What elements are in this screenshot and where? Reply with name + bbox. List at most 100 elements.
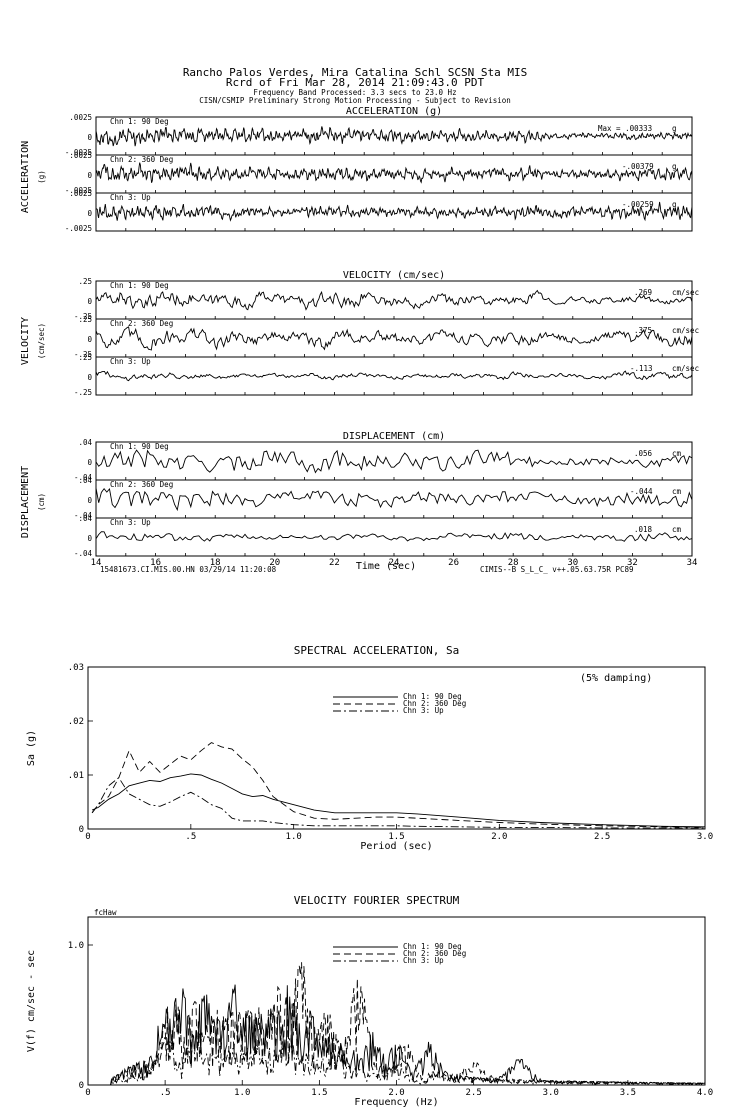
peak-unit: cm <box>672 487 682 496</box>
ytick-label: .03 <box>68 663 84 673</box>
panel-title: DISPLACEMENT (cm) <box>343 431 445 442</box>
xaxis-label: Time (sec) <box>356 561 416 572</box>
channel-label: Chn 2: 360 Deg <box>110 155 173 164</box>
xtick-label: 34 <box>687 558 698 568</box>
peak-value: Max = .00333 <box>598 124 652 133</box>
chart-title: VELOCITY FOURIER SPECTRUM <box>294 894 460 907</box>
ytick-label: .0025 <box>69 151 92 160</box>
ytick-label: .0025 <box>69 189 92 198</box>
footer-record-id: 15481673.CI.MIS.00.HN 03/29/14 11:20:08 <box>100 565 277 574</box>
corner-label: fcHaw <box>94 908 117 917</box>
ytick-label: .01 <box>68 771 84 781</box>
xtick-label: 22 <box>329 558 340 568</box>
ytick-label: 1.0 <box>68 941 84 951</box>
ytick-label: -.0025 <box>65 186 92 195</box>
channel-label: Chn 2: 360 Deg <box>110 480 173 489</box>
xtick-label: 32 <box>627 558 638 568</box>
xtick-label: 30 <box>567 558 578 568</box>
ytick-label: .0025 <box>69 113 92 122</box>
spectral-acceleration-panel: SPECTRAL ACCELERATION, Sa 0 .5 1.0 1.5 2.0 2.5… <box>26 644 713 852</box>
peak-unit: cm <box>672 525 682 534</box>
ytick-label: -.0025 <box>65 148 92 157</box>
channel-label: Chn 2: 360 Deg <box>110 319 173 328</box>
ytick-label: .25 <box>78 315 92 324</box>
panel-yunit: (cm) <box>37 493 46 511</box>
xtick-label: .5 <box>160 1088 171 1098</box>
waveform-trace <box>95 326 693 351</box>
waveform-trace <box>95 449 693 474</box>
panel-title: ACCELERATION (g) <box>346 106 442 117</box>
sa-series-line <box>91 773 706 828</box>
xtick-label: 16 <box>150 558 161 568</box>
xtick-label: 2.0 <box>388 1088 404 1098</box>
footer-processing-id: CIMIS--B S_L_C_ v++.05.63.75R PC89 <box>480 565 634 574</box>
peak-unit: cm <box>672 449 682 458</box>
ytick-label: -.04 <box>74 511 93 520</box>
ytick-label: 0 <box>87 534 92 543</box>
xtick-label: 14 <box>91 558 102 568</box>
ytick-label: -.25 <box>74 350 92 359</box>
yaxis-label: V(f) cm/sec - sec <box>26 950 37 1052</box>
xtick-label: 28 <box>508 558 519 568</box>
ytick-label: 0 <box>87 335 92 344</box>
ytick-label: -.25 <box>74 388 92 397</box>
ytick-label: 0 <box>79 1081 84 1091</box>
ytick-label: 0 <box>87 373 92 382</box>
peak-value: -.00259 <box>622 200 654 209</box>
ytick-label: -.04 <box>74 549 93 558</box>
ytick-label: 0 <box>87 458 92 467</box>
fourier-series-line <box>88 962 706 1086</box>
xtick-label: 1.0 <box>234 1088 250 1098</box>
ytick-label: 0 <box>87 297 92 306</box>
legend-label: Chn 2: 360 Deg <box>403 949 466 958</box>
chart-title: SPECTRAL ACCELERATION, Sa <box>294 644 460 657</box>
waveform-trace <box>95 531 693 542</box>
time-series-panels: ACCELERATION (g) ACCELERATION (g) Chn 1: 90… <box>20 106 699 572</box>
xtick-label: 2.0 <box>491 832 507 842</box>
station-title: Rancho Palos Verdes, Mira Catalina Schl … <box>183 66 527 79</box>
panel-0: ACCELERATION (g) ACCELERATION (g) Chn 1: 90… <box>20 106 693 233</box>
xaxis-label: Frequency (Hz) <box>354 1097 438 1108</box>
xaxis-label: Period (sec) <box>360 841 432 852</box>
panel-1: VELOCITY (cm/sec) VELOCITY (cm/sec) Chn 1: … <box>20 270 699 397</box>
waveform-trace <box>95 289 693 311</box>
xtick-label: 1.5 <box>311 1088 327 1098</box>
waveform-trace <box>95 162 693 184</box>
ytick-label: .02 <box>68 717 84 727</box>
peak-value: -.113 <box>630 364 653 373</box>
damping-note: (5% damping) <box>580 673 652 684</box>
panel-2: DISPLACEMENT (cm) DISPLACEMENT (cm) Chn 1: … <box>20 431 697 572</box>
sa-series-line <box>91 777 705 829</box>
peak-unit: g <box>672 200 677 209</box>
peak-value: .018 <box>634 525 653 534</box>
xtick-label: 4.0 <box>697 1088 713 1098</box>
waveform-trace <box>95 487 693 512</box>
peak-value: .269 <box>634 288 652 297</box>
xtick-label: 20 <box>269 558 280 568</box>
processing-note: CISN/CSMIP Preliminary Strong Motion Pro… <box>199 96 511 105</box>
xtick-label: 0 <box>85 1088 90 1098</box>
xtick-label: 24 <box>389 558 400 568</box>
plot-frame <box>87 666 706 830</box>
ytick-label: .04 <box>78 514 92 523</box>
legend-label: Chn 3: Up <box>403 956 444 965</box>
ytick-label: -.04 <box>74 473 93 482</box>
peak-value: .056 <box>634 449 653 458</box>
ytick-label: .04 <box>78 438 92 447</box>
fourier-series-line <box>88 1030 706 1086</box>
panel-ylabel: DISPLACEMENT <box>20 466 31 538</box>
fourier-spectrum-panel: VELOCITY FOURIER SPECTRUM 0 .5 1.0 1.5 2.0 2.5… <box>26 894 713 1108</box>
ytick-label: .25 <box>78 277 92 286</box>
xtick-label: 2.5 <box>594 832 610 842</box>
ytick-label: .25 <box>78 353 92 362</box>
channel-label: Chn 3: Up <box>110 518 151 527</box>
frequency-band: Frequency Band Processed: 3.3 secs to 23… <box>253 88 456 97</box>
xtick-label: .5 <box>185 832 196 842</box>
xtick-label: 26 <box>448 558 459 568</box>
xtick-label: 1.5 <box>388 832 404 842</box>
waveform-trace <box>95 370 693 382</box>
legend-label: Chn 1: 90 Deg <box>403 692 462 701</box>
waveform-trace <box>95 126 693 147</box>
